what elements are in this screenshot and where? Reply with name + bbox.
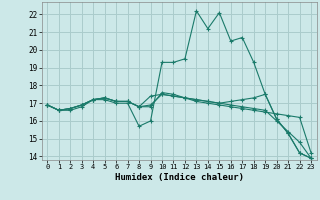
X-axis label: Humidex (Indice chaleur): Humidex (Indice chaleur) [115, 173, 244, 182]
